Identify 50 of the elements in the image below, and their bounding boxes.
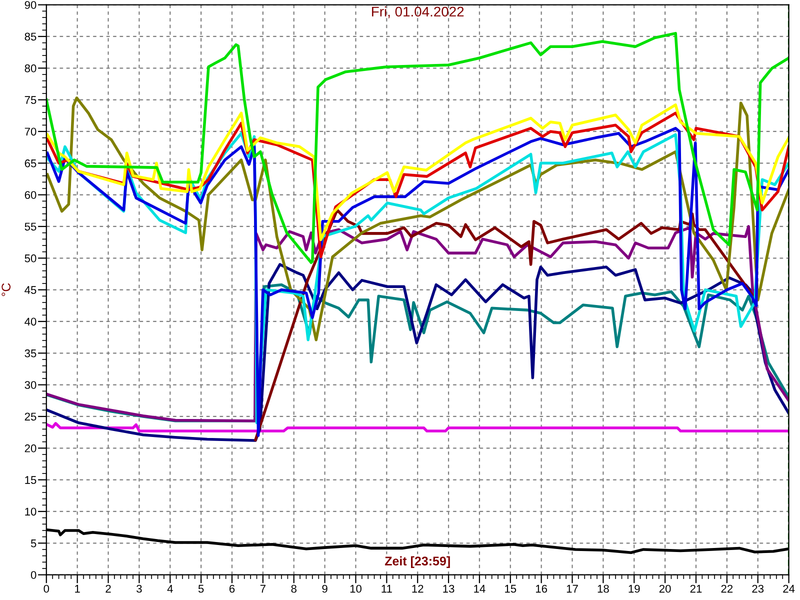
line-series	[46, 422, 789, 432]
x-tick-label: 11	[382, 584, 392, 593]
x-tick-label: 24	[783, 584, 795, 593]
y-tick-label: 70	[24, 128, 36, 136]
y-tick-label: 20	[24, 444, 36, 452]
y-tick-label: 65	[24, 159, 36, 168]
x-tick-label: 13	[443, 584, 454, 593]
y-tick-label: 90	[24, 1, 36, 9]
y-tick-label: 45	[24, 286, 36, 294]
x-tick-label: 6	[229, 584, 235, 593]
y-tick-label: 25	[24, 412, 36, 421]
chart-title: Fri, 01.04.2022	[372, 6, 464, 18]
x-tick-label: 2	[106, 584, 111, 593]
x-tick-label: 14	[474, 584, 486, 593]
y-tick-label: 30	[24, 381, 36, 389]
x-tick-label: 0	[44, 584, 50, 593]
y-tick-label: 10	[25, 508, 36, 516]
x-tick-label: 1	[75, 584, 80, 593]
y-tick-label: 60	[24, 191, 36, 199]
x-tick-label: 21	[690, 584, 702, 593]
y-tick-label: 85	[24, 32, 36, 41]
y-tick-label: 0	[30, 571, 36, 579]
x-tick-label: 5	[198, 584, 204, 593]
x-tick-label: 20	[659, 584, 671, 593]
x-tick-label: 16	[536, 584, 548, 593]
x-tick-label: 22	[721, 584, 733, 593]
y-tick-label: 5	[30, 540, 36, 548]
y-tick-label: 75	[24, 96, 36, 104]
y-tick-label: 15	[25, 476, 36, 484]
x-tick-label: 17	[566, 584, 578, 593]
x-tick-label: 3	[136, 584, 142, 593]
x-tick-label: 8	[291, 584, 296, 593]
x-axis-title: Zeit [23:59]	[384, 556, 450, 568]
y-axis-title: °C	[2, 283, 11, 296]
x-tick-label: 10	[350, 584, 362, 593]
x-tick-label: 18	[598, 584, 609, 593]
y-tick-label: 50	[24, 254, 36, 262]
y-tick-label: 40	[24, 318, 36, 326]
line-series	[46, 103, 789, 242]
x-tick-label: 9	[322, 584, 328, 593]
y-tick-label: 80	[24, 64, 36, 72]
x-tick-label: 12	[412, 584, 424, 593]
x-tick-label: 23	[752, 584, 764, 593]
x-tick-label: 7	[260, 584, 266, 593]
line-series	[46, 32, 789, 264]
x-tick-label: 15	[505, 584, 516, 593]
y-tick-label: 55	[24, 222, 36, 231]
x-tick-label: 4	[167, 584, 173, 593]
x-tick-label: 19	[628, 584, 640, 593]
y-tick-label: 35	[24, 349, 36, 358]
